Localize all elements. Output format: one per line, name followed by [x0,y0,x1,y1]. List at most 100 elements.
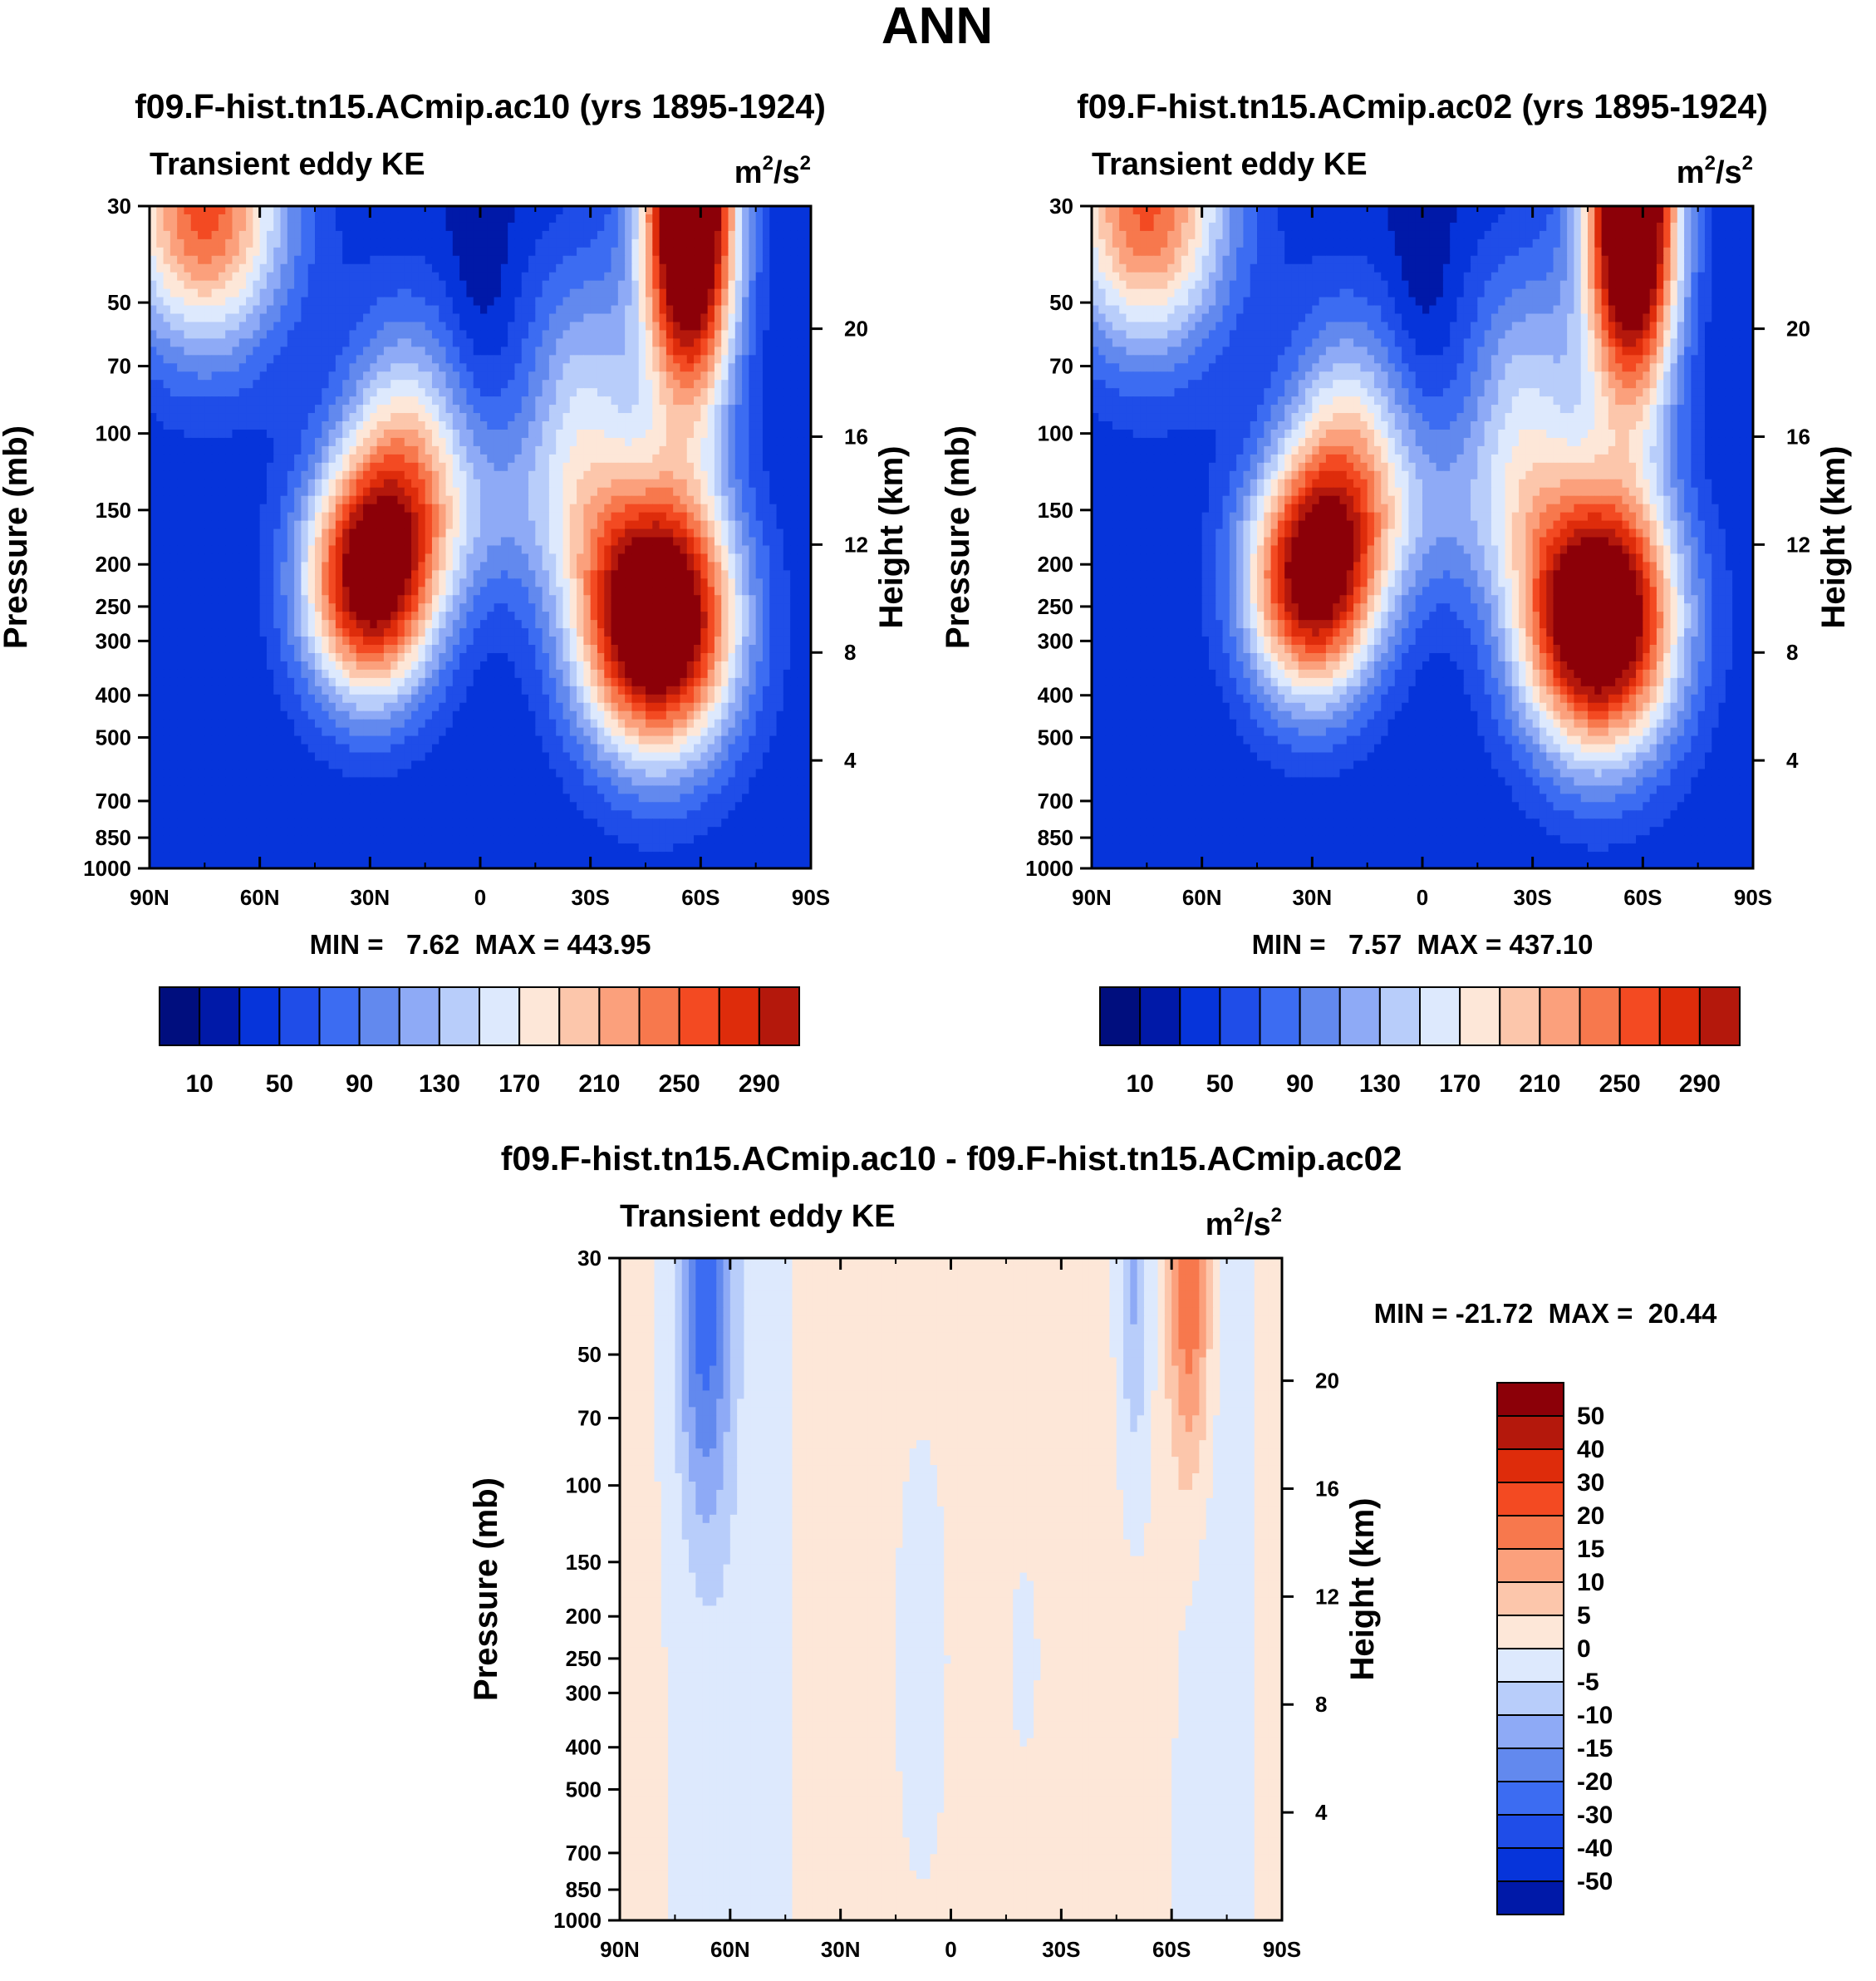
field-cell [287,454,295,464]
field-cell [604,280,612,290]
field-cell [707,421,715,430]
field-cell [583,612,592,621]
field-cell [328,206,336,215]
field-cell [728,553,736,563]
field-cell [163,380,171,389]
field-cell [700,470,709,480]
field-cell [480,297,488,307]
field-cell [673,230,681,240]
field-cell [597,628,605,637]
field-cell [211,553,219,563]
field-cell [569,255,577,265]
field-cell [301,479,309,489]
field-cell [190,230,199,240]
field-cell [700,288,709,298]
field-cell [728,247,736,257]
field-cell [452,545,460,555]
field-cell [397,371,405,381]
field-cell [535,355,543,364]
field-cell [638,214,646,224]
field-cell [259,363,268,372]
field-cell [156,313,165,323]
field-cell [597,297,605,307]
field-cell [349,578,357,587]
field-cell [156,214,165,224]
field-cell [246,495,253,505]
field-cell [521,413,529,422]
field-cell [611,578,619,587]
field-cell [163,454,171,464]
field-cell [556,562,564,571]
field-cell [583,470,592,480]
field-cell [548,288,557,298]
field-cell [301,355,309,364]
field-cell [480,330,488,339]
field-cell [342,587,351,596]
field-cell [583,520,592,530]
field-cell [714,272,722,282]
field-cell [315,330,322,339]
field-cell [569,313,577,323]
field-cell [749,528,757,538]
field-cell [280,388,288,397]
field-cell [680,238,688,248]
field-cell [425,413,433,422]
field-cell [646,429,653,439]
field-cell [383,587,391,596]
field-cell [535,429,543,439]
field-cell [625,272,633,282]
field-cell [411,206,419,215]
field-cell [273,512,282,522]
field-cell [762,388,770,397]
field-cell [280,487,288,497]
field-cell [190,479,199,489]
field-cell [370,470,378,480]
field-cell [349,479,357,489]
field-cell [673,479,681,489]
field-cell [611,338,619,347]
field-cell [198,305,205,315]
field-cell [445,330,454,339]
field-cell [556,305,564,315]
field-cell [445,562,454,571]
field-cell [769,628,778,637]
field-cell [397,570,405,579]
field-cell [349,520,357,530]
field-cell [700,214,709,224]
field-cell [315,288,322,298]
field-cell [548,272,557,282]
field-cell [665,280,674,290]
field-cell [755,562,764,571]
field-cell [184,429,192,439]
field-cell [190,214,199,224]
field-cell [797,413,805,422]
field-cell [315,462,322,472]
field-cell [211,288,219,298]
field-cell [322,255,330,265]
field-cell [363,230,371,240]
field-cell [790,272,798,282]
field-cell [218,396,226,406]
field-cell [659,537,667,547]
field-cell [370,545,378,555]
field-cell [452,445,460,455]
field-cell [266,230,274,240]
field-cell [425,562,433,571]
field-cell [397,429,405,439]
field-cell [363,396,371,406]
field-cell [680,504,688,514]
field-cell [294,462,302,472]
field-cell [583,462,592,472]
field-cell [150,570,157,579]
field-cell [734,445,743,455]
field-cell [521,363,529,372]
field-cell [198,553,205,563]
field-cell [680,628,688,637]
field-cell [700,363,709,372]
field-cell [611,545,619,555]
field-cell [328,280,336,290]
field-cell [638,263,646,273]
field-cell [246,528,253,538]
field-cell [376,272,385,282]
field-cell [652,330,661,339]
